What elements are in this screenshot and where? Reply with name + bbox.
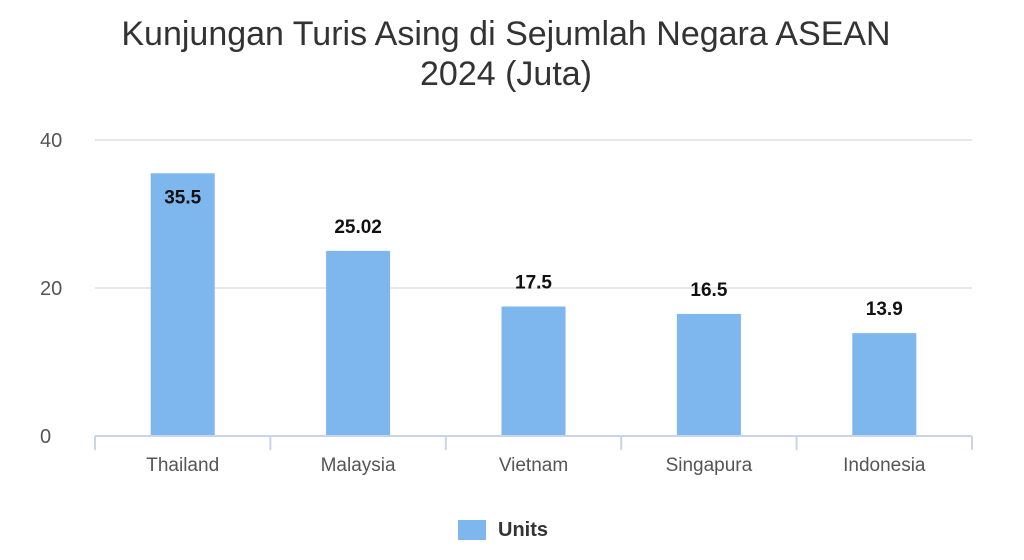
chart-title: Kunjungan Turis Asing di Sejumlah Negara…	[0, 14, 1012, 94]
y-tick-label: 0	[40, 426, 51, 448]
bar	[150, 173, 215, 437]
chart-title-line-1: Kunjungan Turis Asing di Sejumlah Negara…	[121, 15, 891, 53]
x-tick-label: Indonesia	[843, 455, 926, 476]
x-tick-label: Thailand	[146, 455, 219, 476]
x-tick-label: Malaysia	[321, 455, 396, 476]
bar	[501, 306, 566, 436]
data-label: 16.5	[690, 280, 727, 301]
data-label: 35.5	[164, 187, 201, 208]
legend-swatch-units	[458, 520, 486, 540]
bar	[676, 313, 741, 436]
data-label: 13.9	[866, 299, 903, 320]
y-tick-label: 20	[40, 278, 62, 300]
legend-label-units: Units	[498, 518, 548, 541]
bar	[852, 333, 917, 436]
chart-title-line-2: 2024 (Juta)	[420, 55, 592, 93]
legend: Units	[458, 518, 548, 542]
y-tick-label: 40	[40, 130, 62, 152]
data-label: 25.02	[334, 217, 382, 238]
bar	[326, 250, 391, 436]
x-tick-label: Singapura	[666, 455, 753, 476]
x-tick-label: Vietnam	[499, 455, 568, 476]
data-label: 17.5	[515, 273, 552, 294]
